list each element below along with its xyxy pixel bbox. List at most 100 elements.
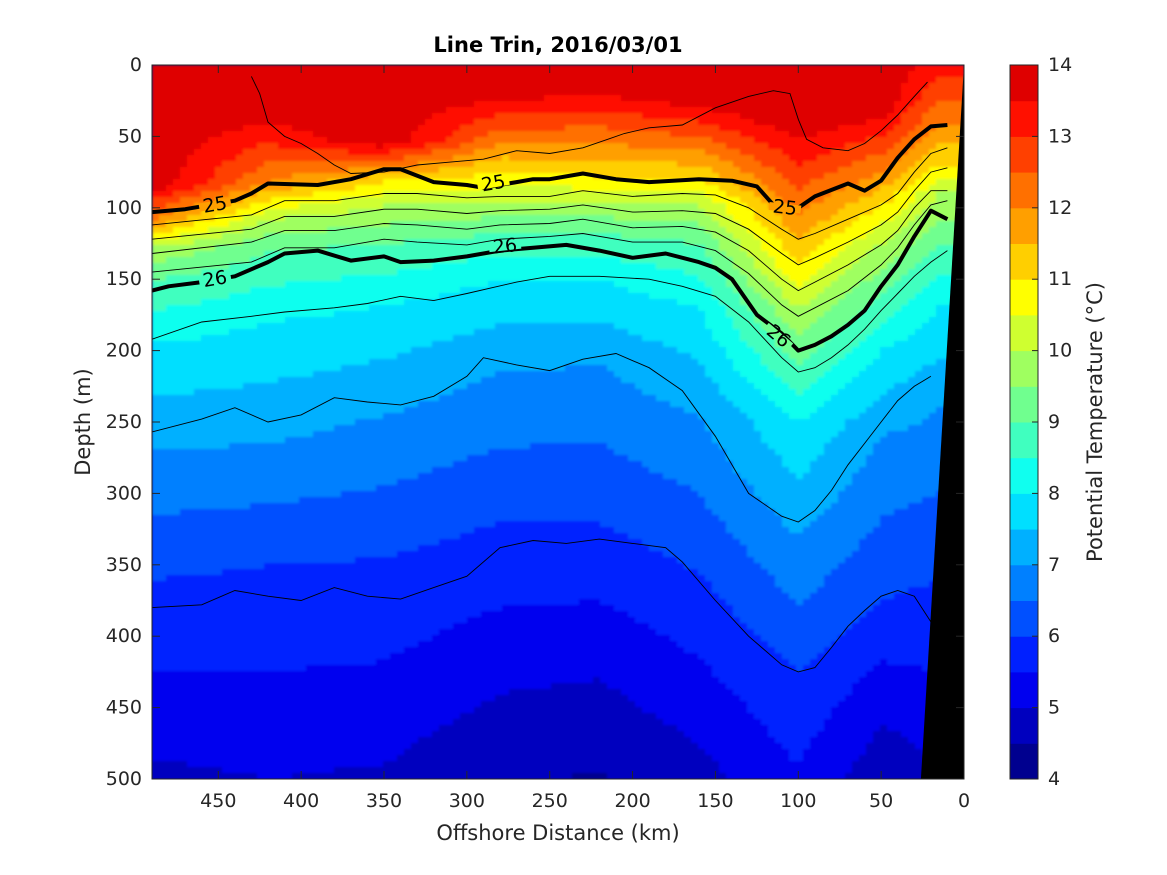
field-cell [376,581,384,588]
field-cell [404,107,412,114]
field-cell [180,371,188,378]
field-cell [166,701,174,708]
field-cell [201,305,209,312]
field-cell [285,491,293,498]
field-cell [201,323,209,330]
field-cell [187,527,195,534]
field-cell [159,245,167,252]
field-cell [327,65,335,72]
field-cell [215,647,223,654]
field-cell [152,731,160,738]
field-cell [215,653,223,660]
field-cell [369,479,377,486]
field-cell [278,479,286,486]
field-cell [180,425,188,432]
field-cell [257,743,265,750]
field-cell [166,215,174,222]
field-cell [278,71,286,78]
field-cell [327,563,335,570]
field-cell [390,659,398,666]
field-cell [411,161,419,168]
field-cell [159,293,167,300]
field-cell [404,65,412,72]
field-cell [257,695,265,702]
field-cell [327,71,335,78]
field-cell [334,551,342,558]
field-cell [264,671,272,678]
field-cell [208,443,216,450]
field-cell [439,317,447,324]
field-cell [236,479,244,486]
field-cell [152,533,160,540]
field-cell [369,227,377,234]
field-cell [362,503,370,510]
field-cell [411,503,419,510]
field-cell [418,371,426,378]
field-cell [250,569,258,576]
field-cell [362,377,370,384]
field-cell [285,161,293,168]
field-cell [320,581,328,588]
field-cell [432,461,440,468]
field-cell [173,707,181,714]
field-cell [187,485,195,492]
field-cell [299,221,307,228]
field-cell [278,437,286,444]
field-cell [264,719,272,726]
field-cell [313,689,321,696]
field-cell [194,485,202,492]
field-cell [320,407,328,414]
field-cell [194,713,202,720]
field-cell [376,461,384,468]
field-cell [285,539,293,546]
field-cell [327,263,335,270]
field-cell [278,623,286,630]
field-cell [166,341,174,348]
field-cell [180,197,188,204]
field-cell [418,101,426,108]
field-cell [208,467,216,474]
field-cell [229,221,237,228]
field-cell [299,335,307,342]
field-cell [222,599,230,606]
field-cell [152,107,160,114]
field-cell [411,683,419,690]
field-cell [411,209,419,216]
field-cell [376,227,384,234]
field-cell [201,629,209,636]
field-cell [264,713,272,720]
field-cell [411,701,419,708]
field-cell [327,287,335,294]
field-cell [215,89,223,96]
field-cell [215,629,223,636]
field-cell [355,65,363,72]
field-cell [383,539,391,546]
field-cell [369,533,377,540]
field-cell [271,557,279,564]
field-cell [439,335,447,342]
field-cell [376,113,384,120]
field-cell [229,125,237,132]
field-cell [243,83,251,90]
field-cell [201,737,209,744]
field-cell [320,209,328,216]
field-cell [404,755,412,762]
field-cell [215,623,223,630]
field-cell [362,749,370,756]
field-cell [271,425,279,432]
field-cell [152,449,160,456]
field-cell [439,233,447,240]
field-cell [404,575,412,582]
field-cell [285,209,293,216]
field-cell [201,695,209,702]
field-cell [334,383,342,390]
field-cell [362,533,370,540]
field-cell [236,611,244,618]
field-cell [236,761,244,768]
field-cell [383,113,391,120]
field-cell [306,545,314,552]
field-cell [208,407,216,414]
field-cell [299,581,307,588]
field-cell [180,653,188,660]
field-cell [194,155,202,162]
